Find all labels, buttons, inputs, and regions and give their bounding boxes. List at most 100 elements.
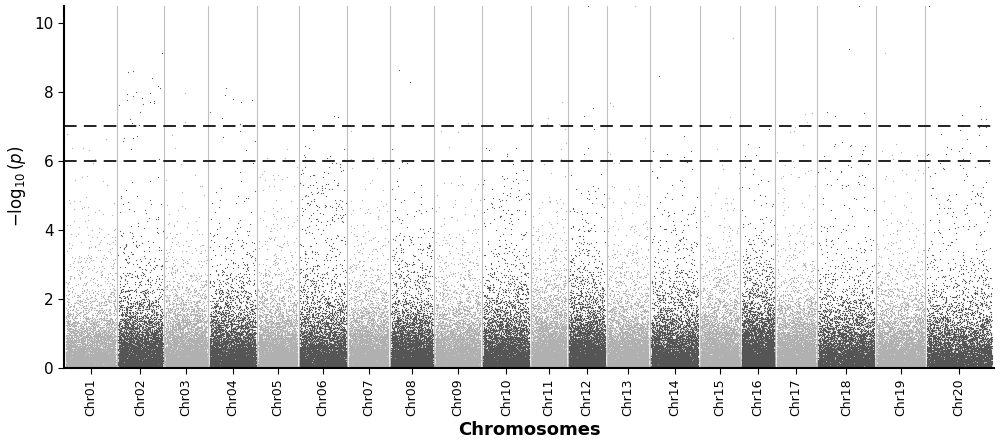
Point xyxy=(568,331,584,338)
Point xyxy=(506,357,522,364)
Point xyxy=(482,362,498,369)
Point xyxy=(754,331,770,338)
Point xyxy=(419,336,435,343)
Point xyxy=(507,362,523,369)
Point xyxy=(664,317,680,324)
Point xyxy=(465,361,481,368)
Point xyxy=(497,340,513,348)
Point xyxy=(984,316,1000,324)
Point xyxy=(969,348,985,355)
Point xyxy=(748,324,764,331)
Point xyxy=(785,317,801,324)
Point xyxy=(209,275,225,282)
Point xyxy=(334,307,350,314)
Point xyxy=(542,329,558,336)
Point xyxy=(633,355,649,362)
Point xyxy=(324,302,340,309)
Point xyxy=(358,351,374,358)
Point xyxy=(775,338,791,345)
Point xyxy=(533,354,549,361)
Point xyxy=(404,323,420,330)
Point xyxy=(555,331,571,338)
Point xyxy=(99,354,115,361)
Point xyxy=(778,356,794,363)
Point xyxy=(836,349,852,356)
Point xyxy=(694,349,710,356)
Point xyxy=(372,354,388,361)
Point xyxy=(951,350,967,357)
Point xyxy=(849,359,865,366)
Point xyxy=(777,336,793,343)
Point xyxy=(759,359,775,366)
Point xyxy=(348,353,364,360)
Point xyxy=(139,332,155,339)
Point xyxy=(329,297,345,304)
Point xyxy=(432,344,448,351)
Point xyxy=(124,363,140,370)
Point xyxy=(880,347,896,354)
Point xyxy=(553,348,569,356)
Point xyxy=(423,356,439,364)
Point xyxy=(393,335,409,342)
Point xyxy=(407,356,423,364)
Point xyxy=(433,354,449,361)
Point xyxy=(195,363,211,370)
Point xyxy=(66,331,82,338)
Point xyxy=(520,344,536,351)
Point xyxy=(911,357,927,364)
Point xyxy=(74,342,90,349)
Point xyxy=(771,337,787,344)
Point xyxy=(582,360,598,368)
Point xyxy=(769,357,785,364)
Point xyxy=(164,324,180,331)
Point xyxy=(422,345,438,352)
Point xyxy=(353,344,369,351)
Point xyxy=(722,361,738,368)
Point xyxy=(904,351,920,358)
Point xyxy=(274,330,290,337)
Point xyxy=(103,331,119,338)
Point xyxy=(778,358,794,365)
Point xyxy=(840,360,856,367)
Point xyxy=(613,332,629,340)
Point xyxy=(233,348,249,355)
Point xyxy=(897,344,913,352)
Point xyxy=(216,356,232,364)
Point xyxy=(764,323,780,330)
Point xyxy=(366,349,382,356)
Point xyxy=(328,252,344,259)
Point xyxy=(790,356,806,364)
Point xyxy=(694,294,710,301)
Point xyxy=(489,359,505,366)
Point xyxy=(361,360,377,367)
Point xyxy=(397,342,413,349)
Point xyxy=(431,332,447,339)
Point xyxy=(389,333,405,340)
Point xyxy=(550,359,566,366)
Point xyxy=(581,336,597,343)
Point xyxy=(760,357,776,364)
Point xyxy=(209,336,225,344)
Point xyxy=(199,359,215,366)
Point xyxy=(229,355,245,362)
Point xyxy=(436,316,452,323)
Point xyxy=(227,357,243,364)
Point xyxy=(320,355,336,362)
Point xyxy=(771,350,787,357)
Point xyxy=(594,342,610,349)
Point xyxy=(547,354,563,361)
Point xyxy=(269,361,285,368)
Point xyxy=(552,359,568,366)
Point xyxy=(347,349,363,356)
Point xyxy=(875,342,891,349)
Point xyxy=(638,359,654,366)
Point xyxy=(99,352,115,359)
Point xyxy=(679,361,695,368)
Point xyxy=(444,349,460,356)
Point xyxy=(786,346,802,353)
Point xyxy=(878,312,894,319)
Point xyxy=(892,332,908,339)
Point xyxy=(747,337,763,344)
Point xyxy=(759,353,775,360)
Point xyxy=(553,357,569,364)
